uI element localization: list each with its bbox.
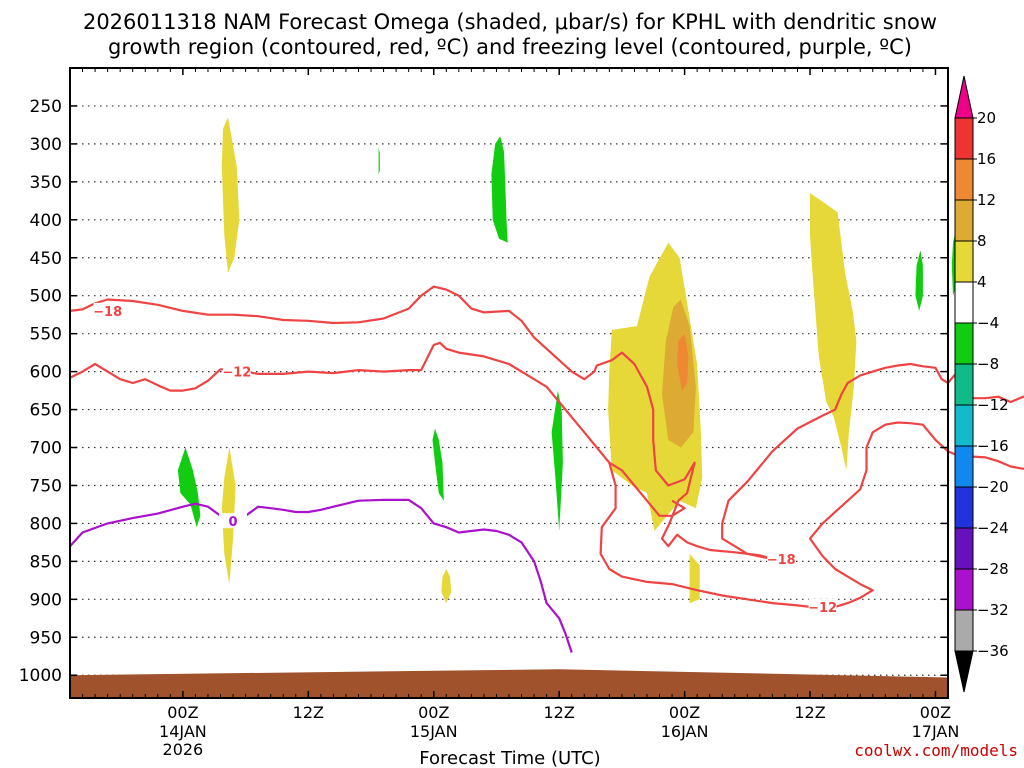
colorbar-segment-0 [954, 117, 974, 160]
colorbar-segment-12 [954, 609, 974, 652]
colorbar-segment-3 [954, 240, 974, 283]
colorbar-segment-2 [954, 199, 974, 242]
colorbar-label-7: −12 [977, 396, 1009, 414]
x-tick-label-60: 00Z [920, 703, 951, 722]
y-axis: 250 300 350 400 450 500 550 600 650 700 750 800 850 9… [19, 97, 948, 686]
contour-label-bg-dgz-minus18-lower [767, 551, 796, 567]
x-tick-date-40: 16JAN [661, 722, 709, 741]
colorbar-segment-11 [954, 568, 974, 611]
colorbar-label-11: −28 [977, 560, 1009, 578]
colorbar-segment-4 [954, 281, 974, 324]
surface-fill [70, 669, 948, 698]
colorbar-label-9: −20 [977, 478, 1009, 496]
contour-label-bg-dgz-minus12-lower [808, 598, 837, 614]
x-tick-date-60: 17JAN [912, 722, 960, 741]
contour-label-bg-dgz-minus12-upper [222, 363, 251, 379]
x-tick-label-10: 12Z [293, 703, 324, 722]
contour-freezing-level-0 [69, 498, 573, 653]
contour-dgz-minus18-right [721, 362, 1024, 561]
omega-patch-13 [915, 250, 923, 311]
plot-area [70, 68, 948, 698]
contour-labels: −18 −12 −18 −12 0 [93, 302, 837, 616]
y-tick-label-1000: 1000 [19, 666, 62, 686]
colorbar-segment-10 [954, 527, 974, 570]
colorbar-label-13: −36 [977, 642, 1009, 660]
gridlines [70, 105, 948, 676]
y-tick-label-400: 400 [30, 211, 62, 231]
contour-dgz-minus12-right [808, 421, 1024, 608]
x-axis-label: Forecast Time (UTC) [419, 748, 600, 768]
omega-patch-9 [491, 136, 508, 243]
y-tick-label-600: 600 [30, 363, 62, 383]
contour-label-dgz-minus18-lower: −18 [767, 553, 796, 568]
y-tick-label-800: 800 [30, 514, 62, 534]
y-tick-label-450: 450 [30, 249, 62, 269]
contour-dgz-minus18-lower [611, 351, 773, 561]
x-tick-label-50: 12Z [794, 703, 825, 722]
colorbar: 20 16 12 8 4 −4 −8 −12 −16 −20 −24 −28 −32 −36 [954, 75, 1009, 693]
x-tick-date-20: 15JAN [410, 722, 458, 741]
colorbar-label-2: 12 [977, 191, 996, 209]
contour-label-dgz-minus18-upper: −18 [93, 305, 122, 320]
x-tick-year-0: 2026 [163, 740, 204, 759]
colorbar-segment-8 [954, 445, 974, 488]
y-tick-label-900: 900 [30, 590, 62, 610]
omega-patch-11 [432, 428, 444, 501]
omega-patch-8 [378, 147, 380, 175]
colorbar-segment-6 [954, 363, 974, 406]
colorbar-segment-5 [954, 322, 974, 365]
terrain-surface [70, 669, 948, 698]
colorbar-label-3: 8 [977, 232, 987, 250]
colorbar-bottom-arrow [954, 650, 974, 693]
omega-patch-2 [441, 569, 452, 604]
chart-title-line2: growth region (contoured, red, ºC) and f… [108, 35, 912, 59]
colorbar-segment-7 [954, 404, 974, 447]
x-tick-date-0: 14JAN [159, 722, 207, 741]
y-tick-label-750: 750 [30, 476, 62, 496]
colorbar-label-5: −4 [977, 314, 999, 332]
contour-label-bg-freezing-level-0 [219, 513, 248, 529]
y-tick-label-550: 550 [30, 325, 62, 345]
contour-label-bg-dgz-minus18-upper [93, 302, 122, 318]
omega-patch-7 [677, 333, 689, 391]
y-tick-label-250: 250 [30, 97, 62, 117]
temperature-contours [69, 285, 1024, 653]
colorbar-label-10: −24 [977, 519, 1009, 537]
x-tick-label-20: 00Z [418, 703, 449, 722]
contour-dgz-minus12-lower [599, 462, 811, 608]
x-tick-label-40: 00Z [669, 703, 700, 722]
omega-patch-12 [551, 390, 563, 531]
colorbar-top-arrow [954, 75, 974, 119]
y-tick-label-300: 300 [30, 135, 62, 155]
y-tick-label-850: 850 [30, 552, 62, 572]
contour-label-dgz-minus12-lower: −12 [808, 601, 837, 616]
contour-dgz-minus18-upper [69, 285, 613, 381]
omega-patch-0 [221, 117, 240, 273]
x-tick-label-30: 12Z [544, 703, 575, 722]
omega-shading [177, 117, 957, 604]
y-tick-label-950: 950 [30, 628, 62, 648]
contour-label-dgz-minus12-upper: −12 [222, 366, 251, 381]
y-tick-label-500: 500 [30, 287, 62, 307]
colorbar-label-1: 16 [977, 150, 996, 168]
y-tick-label-650: 650 [30, 401, 62, 421]
colorbar-segment-9 [954, 486, 974, 529]
omega-patch-5 [810, 193, 857, 471]
colorbar-label-0: 20 [977, 109, 996, 127]
contour-label-freezing-level-0: 0 [229, 515, 238, 530]
colorbar-label-12: −32 [977, 601, 1009, 619]
contour-dgz-minus12-upper [69, 341, 686, 517]
colorbar-label-6: −8 [977, 355, 999, 373]
y-tick-label-350: 350 [30, 173, 62, 193]
colorbar-label-4: 4 [977, 273, 987, 291]
colorbar-segment-1 [954, 158, 974, 201]
colorbar-label-8: −16 [977, 437, 1009, 455]
source-credit: coolwx.com/models [854, 741, 1018, 760]
x-tick-label-0: 00Z [167, 703, 198, 722]
omega-patch-10 [177, 447, 201, 528]
y-tick-label-700: 700 [30, 439, 62, 459]
chart-title-line1: 2026011318 NAM Forecast Omega (shaded, μ… [83, 10, 937, 34]
